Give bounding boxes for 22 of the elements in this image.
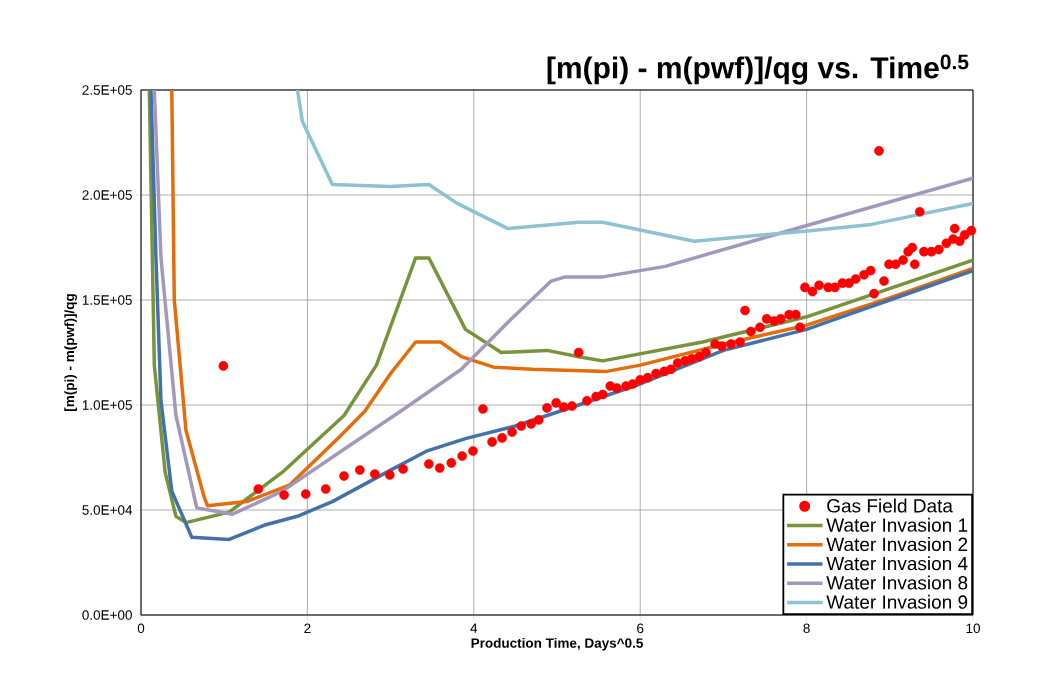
y-tick-label: 2.0E+05 (82, 190, 132, 200)
x-tick-label: 8 (803, 623, 810, 634)
chart-title: [m(pi) - m(pwf)]/qg vs. Time$^{0.5}$ (547, 54, 969, 85)
legend-label: Water Invasion 2 (826, 537, 968, 552)
y-tick-label: 5.0E+04 (82, 505, 133, 515)
y-tick-label: 0.0E+00 (82, 610, 132, 620)
x-tick-label: 10 (966, 623, 980, 634)
x-tick-label: 6 (637, 623, 644, 634)
legend-label: Gas Field Data (827, 498, 953, 513)
y-tick-label: 1.0E+05 (82, 400, 132, 410)
legend-label: Water Invasion 1 (826, 517, 968, 532)
x-tick-label: 2 (304, 623, 311, 633)
legend-label: Water Invasion 9 (826, 594, 968, 609)
legend-label: Water Invasion 4 (826, 556, 968, 571)
y-axis-title: [m(pi) - m(pwf)]/qg (64, 294, 77, 411)
y-tick-label: 1.5E+05 (82, 295, 132, 305)
x-axis-title: Production Time, Days^0.5 (471, 637, 643, 651)
x-tick-label: 0 (137, 623, 145, 634)
x-tick-label: 4 (470, 623, 478, 633)
y-tick-label: 2.5E+05 (82, 85, 132, 95)
line-series (295, 90, 974, 243)
legend-label: Water Invasion 8 (826, 575, 968, 590)
